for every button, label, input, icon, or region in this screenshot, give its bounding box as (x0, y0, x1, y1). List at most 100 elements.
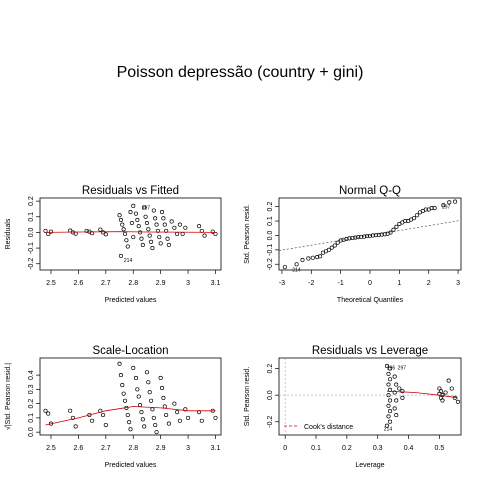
panel4-point (397, 386, 402, 391)
panel4-point (394, 398, 399, 403)
panel4-xlabel: Leverage (355, 462, 384, 469)
panel3-xtick-label: 2.9 (156, 445, 166, 452)
panel4-point (388, 419, 393, 424)
panel4-ylabel: Std. Pearson resid. (244, 367, 251, 427)
panel3-point (172, 401, 177, 406)
panel2-ytick-label: -0.1 (267, 244, 274, 256)
panel2-xtick-label: 1 (397, 280, 401, 287)
panel2-point (306, 256, 311, 261)
panel2-xlabel: Theoretical Quantiles (337, 297, 404, 304)
panel3-point (213, 415, 218, 420)
panel2-point (379, 232, 384, 237)
panel2-point (294, 262, 299, 267)
panel4-point (449, 386, 454, 391)
panel1-point (128, 210, 133, 215)
panel2-point (353, 235, 358, 240)
panel3-point (138, 403, 143, 408)
panel1-xlabel: Predicted values (105, 297, 157, 304)
panel1-xtick-label: 3.1 (211, 280, 221, 287)
panel3-point (166, 421, 171, 426)
panel4-point (386, 382, 391, 387)
panel1-point (157, 235, 162, 240)
panel2-point (370, 233, 375, 238)
panel4-point (392, 406, 397, 411)
panel4-point (455, 399, 460, 404)
panel2-point-label: 214 (292, 267, 301, 273)
panel4-point (388, 377, 393, 382)
panel3-point (131, 365, 136, 371)
panel1-point (158, 241, 163, 246)
panel1-frame (39, 197, 222, 271)
panel4-point (394, 413, 399, 418)
panel1-smoother-line (45, 231, 216, 233)
panel3-point (122, 398, 128, 403)
panel3-xtick-label: 3.1 (211, 445, 221, 452)
panel3-point (164, 412, 169, 418)
panel3-point (183, 407, 188, 412)
panel1-point (101, 230, 106, 235)
panel3-point (118, 373, 123, 378)
panel3-point (133, 375, 139, 381)
panel1-point (166, 242, 171, 248)
panel3-title: Scale-Location (92, 345, 168, 357)
panel1-point (133, 211, 139, 216)
panel2-point (441, 203, 446, 208)
panel2-point (362, 234, 367, 239)
panel3-point (103, 422, 108, 428)
panel1-point (154, 222, 159, 227)
panel3-frame (39, 357, 222, 436)
panel1-point (138, 230, 143, 235)
panel1-xtick-label: 3 (186, 280, 190, 287)
panel1-ytick-label: 0.1 (28, 212, 35, 222)
panel1-point (175, 231, 180, 237)
panel3-point (128, 427, 133, 432)
panel2-point (326, 247, 331, 252)
panel3-point (136, 394, 141, 399)
panel3-xlabel: Predicted values (105, 462, 157, 469)
panel3-point (73, 424, 78, 429)
panel2-point (347, 236, 352, 241)
panel3-point (144, 370, 150, 375)
panel2-point (447, 200, 452, 205)
panel3-point (140, 417, 145, 422)
panel3-point (153, 422, 158, 428)
panel4-point (388, 409, 393, 414)
panel3-point (175, 410, 180, 415)
panel2-point (394, 224, 399, 229)
panel4-title: Residuals vs Leverage (312, 345, 428, 357)
panel4-point (400, 389, 405, 394)
panel3-point (186, 415, 191, 420)
panel4-point-label: 297 (398, 365, 407, 371)
panel3-xtick-label: 2.8 (128, 445, 138, 452)
panel3-point (142, 424, 147, 429)
panel1-point (131, 203, 136, 208)
panel4-ytick-label: 0.2 (267, 364, 274, 374)
panel1-point (162, 222, 167, 227)
panel1-point (140, 242, 145, 248)
panel3-ylabel: √|Std. Pearson resid.| (4, 363, 12, 430)
panel1-point (151, 208, 156, 213)
panel1-point (144, 220, 150, 226)
panel1-point (124, 238, 129, 243)
panel3-point (146, 380, 151, 385)
panel2-ytick-label: 0.2 (267, 202, 274, 212)
panel4-point-label: 214 (384, 426, 393, 432)
panel2-point (423, 207, 428, 212)
panel1-point (153, 216, 158, 221)
panel3-point (120, 383, 125, 388)
panel4-point (400, 395, 405, 400)
panel3-point (117, 361, 122, 366)
panel2-point (367, 233, 373, 238)
panel3-point (46, 411, 51, 416)
panel1-point (143, 214, 148, 219)
panel1-point (183, 225, 188, 230)
panel4-point (384, 363, 390, 369)
panel3-point (151, 415, 156, 420)
panel3-point (150, 407, 155, 412)
panel2-xtick-label: 2 (427, 280, 431, 287)
panel4-xtick-label: 0.2 (342, 445, 352, 452)
panel1-point (129, 220, 134, 226)
panel1-point (165, 236, 170, 241)
panel1-point (161, 216, 166, 221)
panel2-xtick-label: -1 (338, 280, 344, 287)
